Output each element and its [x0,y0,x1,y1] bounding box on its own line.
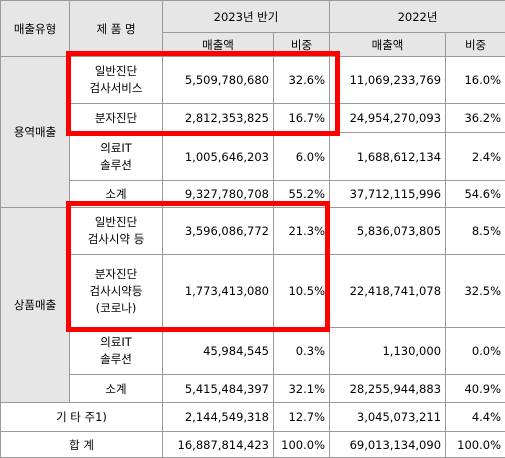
sales-value: 45,984,545 [163,328,274,375]
share-value: 16.0% [446,57,505,104]
subtotal-label: 소계 [70,375,163,403]
share-value: 0.3% [274,328,330,375]
table-row: 분자진단 2,812,353,825 16.7% 24,954,270,093 … [1,104,505,133]
sales-value: 2,812,353,825 [163,104,274,133]
table-row: 의료IT 솔루션 1,005,646,203 6.0% 1,688,612,13… [1,133,505,181]
table-row: 소계 9,327,780,708 55.2% 37,712,115,996 54… [1,181,505,208]
sales-value: 3,045,073,211 [330,403,446,432]
subtotal-label: 소계 [70,181,163,208]
sales-value: 3,596,086,772 [163,208,274,255]
table-row: 분자진단 검사시약등 (코로나) 1,773,413,080 10.5% 22,… [1,255,505,328]
table-row: 기 타 주1) 2,144,549,318 12.7% 3,045,073,21… [1,403,505,432]
table-row: 용역매출 일반진단 검사서비스 5,509,780,680 32.6% 11,0… [1,57,505,104]
product-name-cell: 의료IT 솔루션 [70,328,163,375]
sales-value: 5,415,484,397 [163,375,274,403]
share-value: 36.2% [446,104,505,133]
share-value: 12.7% [274,403,330,432]
sales-value: 24,954,270,093 [330,104,446,133]
sales-value: 16,887,814,423 [163,432,274,458]
table-row: 소계 5,415,484,397 32.1% 28,255,944,883 40… [1,375,505,403]
total-label: 합 계 [1,432,163,458]
product-name-cell: 일반진단 검사서비스 [70,57,163,104]
sales-value: 1,773,413,080 [163,255,274,328]
header-product-name: 제 품 명 [70,1,163,57]
other-label: 기 타 주1) [1,403,163,432]
header-period-2022: 2022년 [330,1,505,33]
share-value: 100.0% [274,432,330,458]
header-period-2023h1: 2023년 반기 [163,1,330,33]
share-value: 32.6% [274,57,330,104]
share-value: 40.9% [446,375,505,403]
table-row: 의료IT 솔루션 45,984,545 0.3% 1,130,000 0.0% [1,328,505,375]
share-value: 21.3% [274,208,330,255]
product-name-cell: 의료IT 솔루션 [70,133,163,181]
table-row: 합 계 16,887,814,423 100.0% 69,013,134,090… [1,432,505,458]
share-value: 32.5% [446,255,505,328]
group-service-sales: 용역매출 [1,57,70,208]
sales-value: 5,836,073,805 [330,208,446,255]
share-value: 2.4% [446,133,505,181]
sales-value: 5,509,780,680 [163,57,274,104]
sales-value: 69,013,134,090 [330,432,446,458]
sales-value: 9,327,780,708 [163,181,274,208]
share-value: 32.1% [274,375,330,403]
share-value: 8.5% [446,208,505,255]
share-value: 4.4% [446,403,505,432]
header-share: 비중 [446,33,505,57]
sales-value: 37,712,115,996 [330,181,446,208]
header-sales-amount: 매출액 [330,33,446,57]
header-sales-type: 매출유형 [1,1,70,57]
sales-value: 28,255,944,883 [330,375,446,403]
share-value: 0.0% [446,328,505,375]
table-row: 상품매출 일반진단 검사시약 등 3,596,086,772 21.3% 5,8… [1,208,505,255]
share-value: 55.2% [274,181,330,208]
share-value: 100.0% [446,432,505,458]
product-name-cell: 분자진단 [70,104,163,133]
sales-value: 2,144,549,318 [163,403,274,432]
sales-value: 11,069,233,769 [330,57,446,104]
header-share: 비중 [274,33,330,57]
header-sales-amount: 매출액 [163,33,274,57]
sales-value: 22,418,741,078 [330,255,446,328]
group-product-sales: 상품매출 [1,208,70,403]
share-value: 10.5% [274,255,330,328]
share-value: 16.7% [274,104,330,133]
share-value: 6.0% [274,133,330,181]
sales-value: 1,005,646,203 [163,133,274,181]
sales-value: 1,688,612,134 [330,133,446,181]
share-value: 54.6% [446,181,505,208]
product-name-cell: 분자진단 검사시약등 (코로나) [70,255,163,328]
product-name-cell: 일반진단 검사시약 등 [70,208,163,255]
sales-value: 1,130,000 [330,328,446,375]
